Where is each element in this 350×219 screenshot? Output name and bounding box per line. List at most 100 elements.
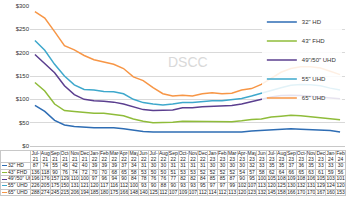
html-text:Jun-22: Jun-22 (139, 150, 149, 162)
html-text:Jul-23: Jul-23 (267, 150, 276, 162)
html-text:136 118 90: 136 118 90 (31, 168, 58, 175)
html-text:55: 55 (52, 162, 58, 169)
html-text:34: 34 (131, 162, 137, 169)
html-text:Aug-22: Aug-22 (159, 150, 170, 162)
svg-text:$100: $100 (16, 96, 30, 102)
html-text:30: 30 (337, 162, 344, 169)
html-text:Mar-22: Mar-22 (109, 150, 120, 162)
html-text:Jun-23: Jun-23 (257, 150, 268, 162)
html-text:37: 37 (288, 162, 295, 169)
html-text:35: 35 (278, 162, 285, 169)
html-text:Jul-21: Jul-21 (31, 150, 40, 162)
html-text:70: 70 (101, 168, 108, 175)
html-text:Apr-22: Apr-22 (119, 150, 129, 162)
svg-text:65" UHD: 65" UHD (302, 95, 326, 101)
html-text:39: 39 (101, 162, 108, 169)
html-text:Oct-21: Oct-21 (60, 150, 70, 162)
svg-text:55" UHD: 55" UHD (302, 76, 326, 82)
html-text:Feb-24: Feb-24 (336, 150, 347, 162)
html-text:52: 52 (209, 168, 216, 175)
html-text:56: 56 (337, 168, 344, 175)
html-text:Sep-22: Sep-22 (168, 150, 180, 162)
html-text:95 100 105 108 109 108 106 105: 95 100 105 108 109 108 106 105 103 101 (249, 175, 345, 182)
html-text:Dec-22: Dec-22 (198, 150, 209, 162)
html-text:31: 31 (140, 162, 147, 169)
svg-text:$250: $250 (16, 26, 30, 32)
html-text:31: 31 (170, 162, 176, 169)
html-text:196 176 157 129 110 100 97: 196 176 157 129 110 100 97 (31, 175, 98, 182)
html-text:31: 31 (180, 162, 186, 169)
svg-text:49"/50" UHD: 49"/50" UHD (302, 57, 337, 63)
svg-text:$0: $0 (22, 143, 29, 149)
html-text:76: 76 (160, 175, 167, 182)
html-text:31: 31 (190, 162, 196, 169)
html-text:Oct-22: Oct-22 (178, 150, 189, 162)
html-text:Jan-24: Jan-24 (326, 150, 336, 162)
html-text:30: 30 (239, 162, 245, 169)
html-text:85: 85 (209, 175, 216, 182)
html-text:Sep-23: Sep-23 (286, 150, 298, 162)
html-text:Nov-21: Nov-21 (70, 150, 81, 162)
html-text:30: 30 (209, 162, 216, 169)
html-text:78: 78 (140, 175, 147, 182)
html-text:45: 45 (62, 162, 68, 169)
html-text:32: 32 (249, 162, 255, 169)
html-text:Dec-21: Dec-21 (80, 150, 91, 162)
html-text:87: 87 (32, 162, 39, 169)
html-text:Feb-23: Feb-23 (218, 150, 229, 162)
svg-text:DSCC: DSCC (168, 54, 208, 70)
svg-text:$300: $300 (16, 3, 30, 9)
html-text:39: 39 (91, 162, 98, 169)
html-text:36: 36 (298, 162, 304, 169)
html-text:Sep-21: Sep-21 (50, 150, 62, 162)
html-text:Nov-22: Nov-22 (188, 150, 200, 162)
html-text:50: 50 (150, 168, 157, 175)
html-text:35: 35 (308, 162, 314, 169)
html-text:30: 30 (219, 162, 226, 169)
html-text:Mar-23: Mar-23 (227, 150, 239, 162)
html-text:64: 64 (278, 168, 285, 175)
html-text:Jan-22: Jan-22 (90, 150, 100, 162)
html-text:Feb-22: Feb-22 (99, 150, 111, 162)
html-text:70: 70 (91, 168, 98, 175)
svg-text:$200: $200 (16, 50, 30, 56)
html-text:39: 39 (111, 162, 117, 169)
html-text:66: 66 (288, 168, 295, 175)
html-text:30: 30 (160, 162, 167, 169)
svg-text:32" HD: 32" HD (302, 19, 322, 25)
html-text:Nov-23: Nov-23 (306, 150, 318, 162)
html-text:Jul-22: Jul-22 (149, 150, 158, 162)
html-text:52: 52 (229, 168, 236, 175)
html-text:96: 96 (101, 175, 108, 182)
html-text:43" FHD: 43" FHD (8, 168, 27, 175)
html-text:Aug-23: Aug-23 (277, 150, 288, 162)
html-text:65" UHD: 65" UHD (8, 188, 28, 195)
html-text:74: 74 (42, 162, 48, 169)
html-text:33: 33 (259, 162, 265, 169)
html-text:Aug-21: Aug-21 (40, 150, 52, 162)
html-text:50: 50 (160, 168, 167, 175)
html-text:42: 42 (72, 162, 78, 169)
html-text:40: 40 (81, 162, 88, 169)
html-text:31: 31 (200, 162, 206, 169)
html-text:87: 87 (229, 175, 236, 182)
html-text:Jan-23: Jan-23 (208, 150, 218, 162)
html-text:52: 52 (219, 168, 226, 175)
html-text:32" HD: 32" HD (8, 162, 24, 169)
html-text:Oct-23: Oct-23 (296, 150, 307, 162)
svg-text:$50: $50 (19, 120, 30, 126)
html-text:85: 85 (219, 175, 226, 182)
html-text:76: 76 (150, 175, 157, 182)
html-text:288 274 245 215 206 194 185 18: 288 274 245 215 206 194 185 180 175 166 … (31, 188, 345, 195)
html-text:30: 30 (150, 162, 157, 169)
html-text:37: 37 (121, 162, 127, 169)
html-text:Apr-23: Apr-23 (237, 150, 248, 162)
html-text:Dec-23: Dec-23 (316, 150, 327, 162)
html-text:35: 35 (268, 162, 275, 169)
html-text:30: 30 (229, 162, 236, 169)
html-text:72: 72 (81, 168, 88, 175)
html-text:53: 53 (140, 168, 147, 175)
svg-text:43" FHD: 43" FHD (302, 38, 325, 44)
svg-text:$150: $150 (16, 73, 30, 79)
html-text:62: 62 (268, 168, 275, 175)
